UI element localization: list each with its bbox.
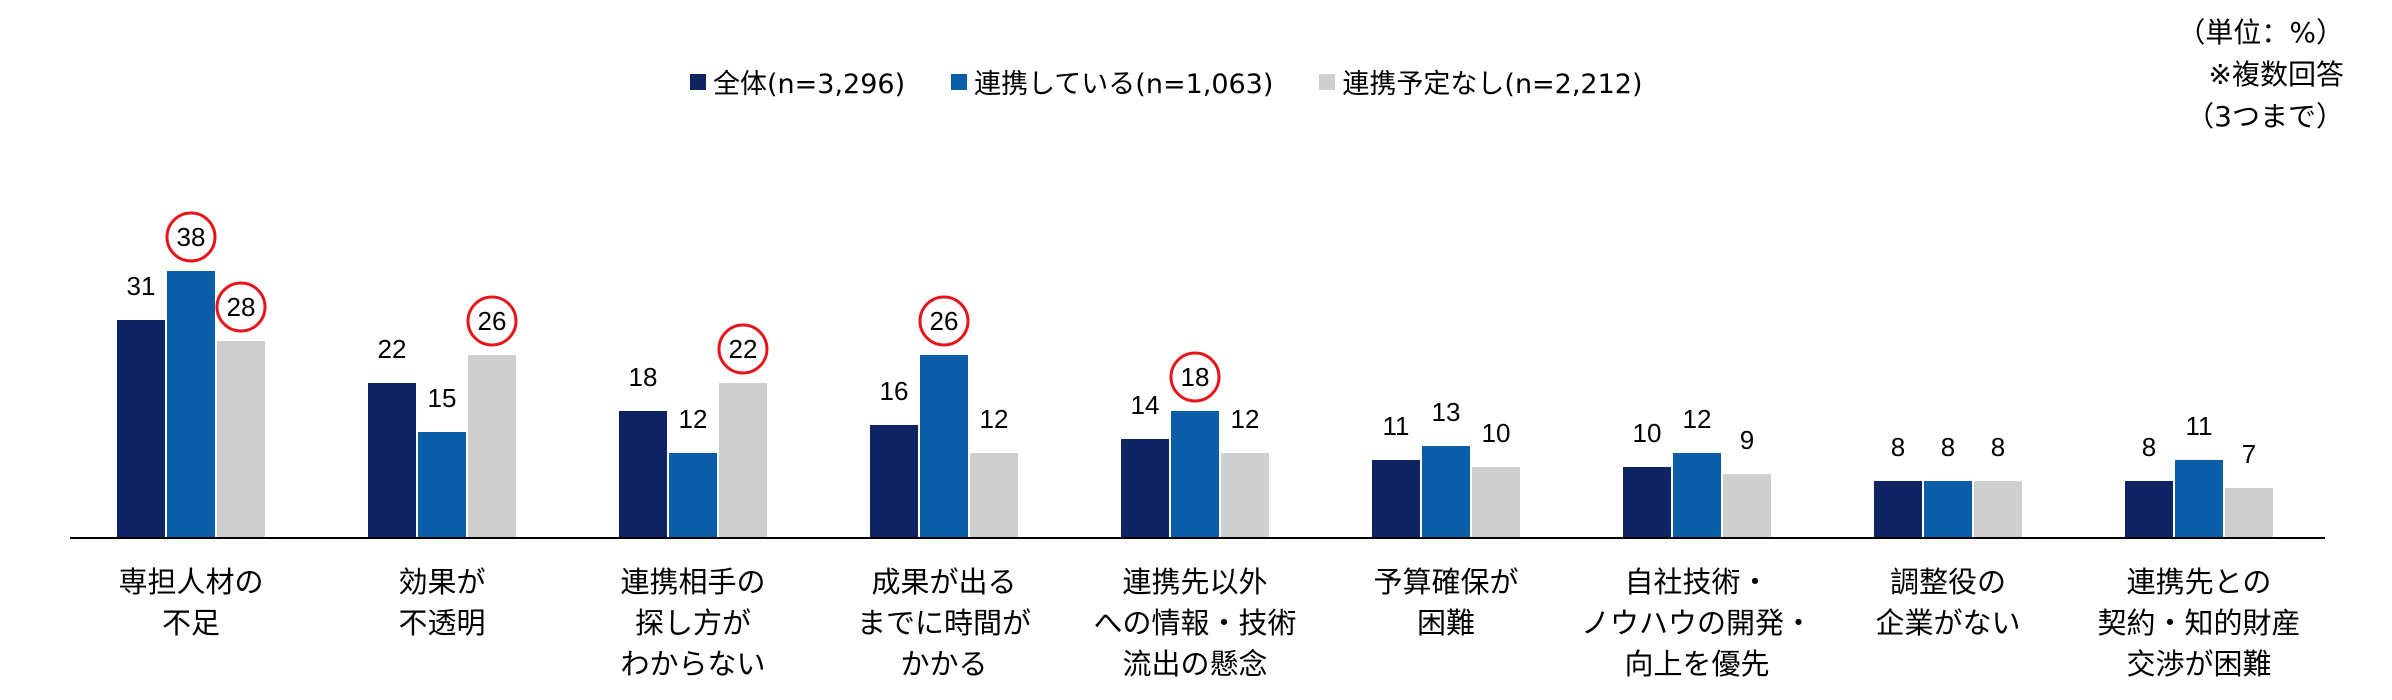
data-label: 14 [1131,390,1160,420]
bar [468,355,516,537]
data-label: 12 [679,404,708,434]
category-label: 交渉が困難 [2126,647,2271,681]
data-label: 31 [127,271,156,301]
data-label: 18 [629,362,658,392]
data-label: 22 [378,334,407,364]
bar [1171,411,1219,537]
bar [1372,460,1420,537]
data-label: 8 [1991,432,2005,462]
bar [1221,453,1269,537]
legend-swatch-total [690,73,706,90]
bar [2225,488,2273,537]
data-label: 15 [428,383,457,413]
legend-label-no-plan: 連携予定なし(n=2,212) [1342,69,1643,100]
data-label: 26 [478,306,507,336]
category-label: ノウハウの開発・ [1581,606,1813,640]
bar [619,411,667,537]
category-label: 効果が [398,565,485,599]
unit-note-line: （単位：%） [2177,16,2344,49]
bar [669,453,717,537]
legend: 全体(n=3,296) 連携している(n=1,063) 連携予定なし(n=2,2… [690,62,1689,101]
category-label: 連携先との [2127,565,2272,599]
highlight-circle [165,211,217,263]
data-label: 8 [2142,432,2156,462]
bar [1623,467,1671,537]
data-label: 12 [1231,404,1260,434]
legend-swatch-collaborating [951,73,968,90]
category-label: 成果が出る [871,565,1016,599]
highlight-circle [1169,351,1221,403]
answer-limit-note: （3つまで） [2186,100,2344,133]
category-label: 調整役の [1890,565,2006,599]
category-label: への情報・技術 [1093,606,1296,640]
highlight-circle [717,323,769,375]
bar [1974,481,2022,537]
data-label: 38 [177,222,206,252]
category-label: 連携先以外 [1122,565,1267,599]
category-label: 探し方が [635,606,751,640]
data-label: 26 [930,306,959,336]
bar [1924,481,1972,537]
legend-swatch-no-plan [1319,73,1336,90]
data-label: 22 [729,334,758,364]
data-label: 11 [2186,411,2213,441]
data-label: 10 [1633,418,1662,448]
bar [870,425,918,537]
category-label: 困難 [1417,606,1475,640]
category-label: 契約・知的財産 [2097,606,2300,640]
category-label: わからない [620,647,765,681]
highlight-circle [466,295,518,347]
bar [217,341,265,537]
data-label: 11 [1383,411,1410,441]
category-label: 向上を優先 [1624,647,1769,681]
legend-item-no-plan: 連携予定なし(n=2,212) [1319,62,1643,101]
legend-item-total: 全体(n=3,296) [690,62,905,101]
category-label: 不透明 [398,606,485,640]
category-label: までに時間が [857,606,1031,640]
category-label: 予算確保が [1373,565,1518,599]
category-label: 企業がない [1875,606,2020,640]
data-label: 28 [227,292,256,322]
highlight-circle [918,295,970,347]
highlight-circle [215,281,267,333]
bar [1874,481,1922,537]
data-label: 16 [880,376,909,406]
bar [1422,446,1470,537]
legend-label-total: 全体(n=3,296) [713,69,906,100]
bar [1121,439,1169,537]
category-label: 連携相手の [620,565,765,599]
bar [920,355,968,537]
bar [1673,453,1721,537]
bar [2125,481,2173,537]
bar [970,453,1018,537]
category-label: かかる [900,647,987,681]
data-label: 8 [1941,432,1955,462]
bar [418,432,466,537]
category-label: 流出の懸念 [1122,647,1267,681]
data-label: 8 [1891,432,1905,462]
bar [117,320,165,537]
bar [368,383,416,537]
bar [719,383,767,537]
data-label: 12 [1683,404,1712,434]
multiple-answer-note: ※複数回答 [2208,58,2344,91]
data-label: 10 [1482,418,1511,448]
data-label: 13 [1432,397,1461,427]
data-label: 9 [1740,425,1754,455]
category-label: 不足 [162,606,220,640]
category-label: 自社技術・ [1624,565,1769,599]
legend-label-collaborating: 連携している(n=1,063) [974,69,1274,100]
data-label: 12 [980,404,1009,434]
data-label: 7 [2242,439,2256,469]
bar [1723,474,1771,537]
bar [1472,467,1520,537]
data-label: 18 [1181,362,1210,392]
legend-item-collaborating: 連携している(n=1,063) [951,62,1273,101]
unit-note: （単位：%） ※複数回答 （3つまで） [2177,12,2344,138]
bar [2175,460,2223,537]
category-label: 専担人材の [118,565,263,599]
bar [167,271,215,537]
